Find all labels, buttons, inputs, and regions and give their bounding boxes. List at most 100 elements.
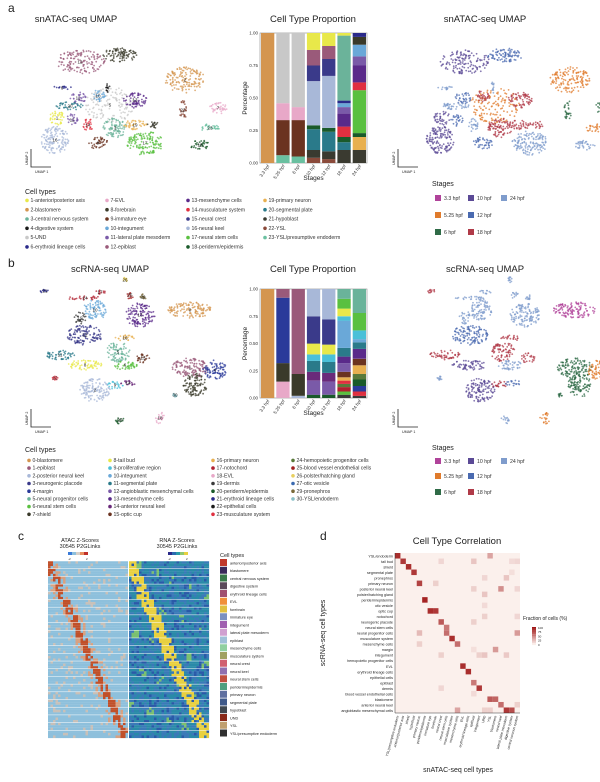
colorbar-min: -2 <box>68 557 71 561</box>
umap-cluster <box>557 392 563 398</box>
umap-cluster <box>510 291 519 299</box>
umap-cluster <box>504 379 521 387</box>
bar-segment <box>306 316 321 344</box>
cluster-label: 13 <box>137 313 143 318</box>
legend-item-label: primary neuron <box>230 693 256 697</box>
bar-segment <box>306 354 321 361</box>
p2g-heatmap <box>48 552 210 739</box>
legend-swatch <box>263 217 267 221</box>
legend-swatch <box>105 245 109 249</box>
bar-segment <box>276 103 290 121</box>
x-tick-label: neural crest <box>435 715 443 733</box>
legend-item-label: 27-otic vesicle <box>297 481 330 487</box>
cell-types-title: Cell types <box>25 447 56 454</box>
bar-segment <box>322 289 336 320</box>
umap-cluster <box>497 359 522 371</box>
colorbar-tick: 50 <box>538 634 542 638</box>
stage-label: 18 hpf <box>477 490 492 496</box>
bar-segment <box>352 137 366 150</box>
umap-cluster <box>136 353 151 364</box>
umap-cluster <box>102 47 138 63</box>
umap-y-label: UMAP 2 <box>25 152 29 165</box>
stage-label: 3.3 hpf <box>444 459 460 465</box>
cluster-label: 24 <box>82 296 88 301</box>
legend-item-label: 24-hemopoietic progenitor cells <box>297 458 369 464</box>
y-tick-label: 0.50 <box>249 96 258 101</box>
bar-segment <box>322 372 336 382</box>
x-tick-label: periderm/epidermis <box>416 715 427 744</box>
legend-item-label: epiblast <box>230 639 244 643</box>
legend-item-label: 21-erythroid lineage cells <box>217 497 275 503</box>
stage-swatch <box>468 229 474 235</box>
umap-cluster <box>442 102 470 111</box>
umap-cluster <box>167 301 212 319</box>
legend-item-label: 19-primary neuron <box>269 198 311 204</box>
legend-item-label: 9-immature eye <box>111 217 147 223</box>
legend-swatch <box>220 613 227 621</box>
y-tick-label: pronephros <box>374 576 393 580</box>
y-tick-label: shield <box>383 565 393 569</box>
bar-segment <box>291 289 305 374</box>
bar-segment <box>276 363 290 382</box>
x-tick-label: musculature system <box>442 715 454 745</box>
legend-swatch <box>220 636 227 644</box>
legend-item-label: 7-EVL <box>111 198 126 204</box>
x-tick-label: 6 hpf <box>291 398 301 410</box>
legend-item-label: 29-pronephros <box>297 489 331 495</box>
legend-swatch <box>220 582 227 590</box>
umap-cluster <box>479 289 492 295</box>
cluster-label: 7 <box>194 383 197 388</box>
umap-cluster <box>452 324 489 346</box>
legend-item-label: 12-epiblast <box>111 245 137 251</box>
y-tick-label: blastomere <box>375 698 393 702</box>
bar-segment <box>322 59 336 76</box>
legend-item-label: 16-primary neuron <box>217 458 259 464</box>
x-tick-label: primary neuron <box>412 715 422 738</box>
bar-segment <box>337 142 351 150</box>
bar-segment <box>291 395 305 398</box>
bar-segment <box>322 46 336 59</box>
bar-segment <box>291 120 305 157</box>
umap-cluster <box>114 334 135 342</box>
legend-swatch <box>105 207 109 212</box>
bar-segment <box>337 35 351 101</box>
umap-cluster <box>549 66 591 94</box>
y-tick-label: integument <box>375 654 393 658</box>
legend-item-label: 20-periderm/epidermis <box>217 489 269 495</box>
x-tick-label: 3.3 hpf <box>258 163 270 178</box>
heatmap-cell <box>481 602 488 609</box>
umap-cluster <box>126 292 134 300</box>
bar-segment <box>337 137 351 143</box>
cluster-label: 20 <box>117 418 123 423</box>
rna-title: RNA Z-Scores <box>159 538 194 544</box>
cluster-label: 5 <box>117 350 120 355</box>
umap-axis-arrows <box>397 409 418 428</box>
heatmap-cell <box>471 558 477 565</box>
x-tick-label: 5.25 hpf <box>272 163 286 180</box>
y-axis-label: Percentage <box>242 326 249 360</box>
bar-segment <box>322 394 336 398</box>
umap-x-label: UMAP 1 <box>402 430 415 434</box>
legend-swatch <box>211 489 215 494</box>
legend-swatch <box>291 497 295 501</box>
legend-swatch <box>108 497 112 501</box>
legend-item-label: 13-mesenchyme cells <box>192 198 243 204</box>
bar-segment <box>352 44 366 57</box>
bar-segment <box>306 157 321 163</box>
y-axis-label: Percentage <box>242 81 249 115</box>
bar-segment <box>322 354 336 362</box>
cluster-label: 29 <box>140 295 146 300</box>
legend-item-label: 14-musculature system <box>192 207 246 213</box>
x-tick-label: 5.25 hpf <box>272 398 286 415</box>
umap-cluster <box>82 118 93 131</box>
bar-segment <box>276 297 290 364</box>
cluster-label: 8 <box>84 363 87 368</box>
x-tick-label: mesenchyme cells <box>448 715 459 743</box>
heatmap-cell <box>443 624 450 631</box>
y-tick-label: musculature system <box>360 637 393 641</box>
heatmap-cell <box>438 619 444 625</box>
legend-swatch <box>291 474 295 478</box>
cluster-label: 6 <box>124 363 127 368</box>
b-left-umap <box>30 276 227 428</box>
umap-cluster <box>178 100 188 118</box>
